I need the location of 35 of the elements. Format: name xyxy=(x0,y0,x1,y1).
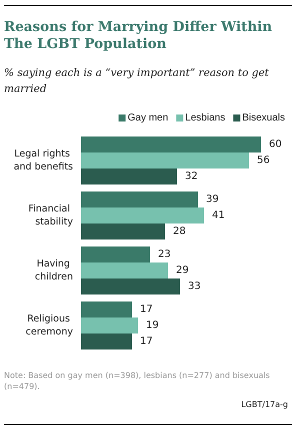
bar xyxy=(81,278,180,294)
data-label: 41 xyxy=(212,210,225,221)
y-tick-label: Legal rights and benefits xyxy=(14,148,74,172)
bar xyxy=(81,302,132,318)
text: LGBT/17a-g xyxy=(241,400,288,409)
bar xyxy=(81,192,198,208)
bar xyxy=(81,224,165,240)
bar xyxy=(81,152,249,168)
bar xyxy=(81,246,150,262)
bar xyxy=(81,262,168,278)
data-label: 19 xyxy=(146,320,159,331)
bar xyxy=(81,318,138,334)
chart-title: Reasons for Marrying Differ Within The LGBT Population xyxy=(4,19,274,53)
text: Note: Based on gay men (n=398), lesbians (n=277) and bisexuals (n=479). xyxy=(4,370,271,392)
data-label: 60 xyxy=(269,139,282,150)
bar xyxy=(81,168,177,184)
data-label: 33 xyxy=(188,281,201,292)
data-label: 28 xyxy=(173,226,186,237)
legend-label: Lesbians xyxy=(185,112,226,124)
legend-label: Bisexuals xyxy=(242,112,286,124)
bar xyxy=(81,334,132,350)
data-label: 32 xyxy=(185,171,198,182)
chart-subtitle: % saying each is a “very important” reason to get married xyxy=(4,66,270,97)
y-tick-label: Financial stability xyxy=(28,204,74,228)
bar xyxy=(81,136,261,152)
data-label: 56 xyxy=(257,155,270,166)
y-tick-label: Having children xyxy=(34,258,73,282)
data-label: 17 xyxy=(140,304,153,315)
bar xyxy=(81,208,204,224)
data-label: 29 xyxy=(176,265,189,276)
y-tick-label: Religious ceremony xyxy=(26,314,74,338)
data-label: 17 xyxy=(140,336,153,347)
data-label: 39 xyxy=(206,194,219,205)
data-label: 23 xyxy=(158,249,171,260)
legend-label: Gay men xyxy=(128,112,168,124)
